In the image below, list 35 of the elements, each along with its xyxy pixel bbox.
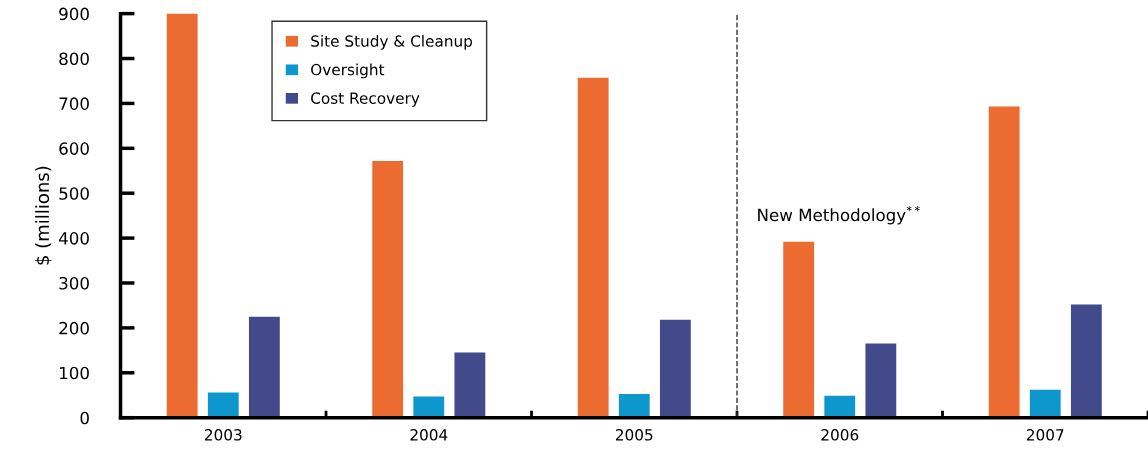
x-tick-label: 2006 xyxy=(821,429,859,441)
bar xyxy=(824,395,856,418)
x-tick-label: 2004 xyxy=(410,429,448,441)
y-tick-label: 700 xyxy=(59,97,89,110)
bar xyxy=(372,160,404,418)
y-tick-label: 500 xyxy=(59,187,89,200)
x-tick-label: 2005 xyxy=(615,429,653,441)
y-tick-label: 300 xyxy=(59,276,89,290)
bar xyxy=(166,13,198,418)
y-tick-label: 100 xyxy=(60,366,89,380)
bar xyxy=(783,241,815,418)
y-tick-label: 200 xyxy=(59,321,89,335)
bar xyxy=(248,316,280,418)
y-tick-label: 800 xyxy=(59,52,89,66)
legend-label: Cost Recovery xyxy=(311,92,420,107)
legend-label: Site Study & Cleanup xyxy=(311,35,473,50)
bar xyxy=(413,396,445,418)
bar xyxy=(1029,389,1061,418)
bar xyxy=(659,319,691,418)
bar xyxy=(1070,304,1102,418)
x-tick-label: 2003 xyxy=(204,429,242,441)
legend-label: Oversight xyxy=(311,63,385,79)
bar xyxy=(988,106,1020,418)
bar xyxy=(454,352,486,418)
y-tick-label: 900 xyxy=(59,7,89,21)
bar xyxy=(577,77,609,418)
y-tick-label: 0 xyxy=(80,411,89,425)
bar xyxy=(865,343,897,418)
bar xyxy=(618,393,650,418)
y-axis-title: $ (millions) xyxy=(35,166,52,265)
y-tick-label: 600 xyxy=(59,142,89,155)
x-tick-label: 2007 xyxy=(1026,429,1064,441)
y-tick-label: 400 xyxy=(58,232,89,245)
bar xyxy=(207,392,239,418)
annotation: New Methodology$^{**}$ xyxy=(758,205,920,225)
